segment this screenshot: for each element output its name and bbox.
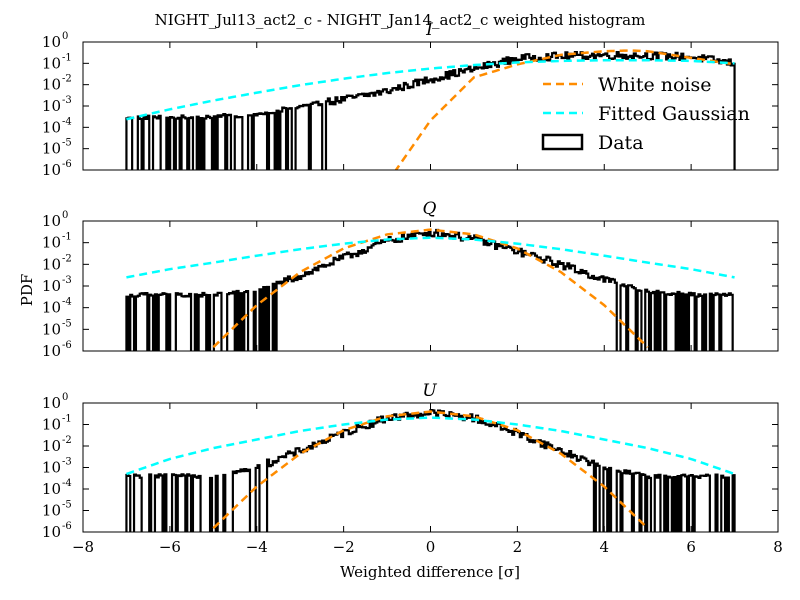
y-tick-exponent: -2 bbox=[62, 253, 72, 264]
x-tick-label: 2 bbox=[513, 538, 523, 556]
fitted-gaussian-line bbox=[126, 236, 735, 279]
x-tick-label: −8 bbox=[72, 538, 94, 556]
y-tick-exponent: -1 bbox=[62, 232, 72, 243]
white-noise-line bbox=[212, 228, 649, 349]
y-tick-label: 10 bbox=[42, 54, 61, 72]
x-tick-label: 0 bbox=[426, 538, 436, 556]
y-tick-exponent: -2 bbox=[62, 74, 72, 85]
legend-label: Fitted Gaussian bbox=[598, 103, 750, 125]
y-tick-exponent: 0 bbox=[62, 392, 68, 403]
x-tick-label: 4 bbox=[599, 538, 609, 556]
fitted-gaussian-line bbox=[126, 416, 735, 476]
y-tick-exponent: -4 bbox=[62, 478, 72, 489]
x-tick-label: −4 bbox=[246, 538, 268, 556]
y-tick-exponent: -5 bbox=[62, 500, 72, 511]
y-tick-label: 10 bbox=[42, 140, 61, 158]
y-tick-exponent: -6 bbox=[62, 521, 72, 532]
y-tick-label: 10 bbox=[42, 255, 61, 273]
y-tick-label: 10 bbox=[42, 118, 61, 136]
x-tick-label: −6 bbox=[159, 538, 181, 556]
x-tick-label: 8 bbox=[773, 538, 783, 556]
data-histogram-line bbox=[125, 228, 734, 351]
y-tick-exponent: -6 bbox=[62, 159, 72, 170]
y-tick-label: 10 bbox=[42, 161, 61, 179]
panel-title: I bbox=[425, 20, 433, 40]
panel-title: U bbox=[422, 381, 437, 401]
fitted-gaussian-line bbox=[126, 58, 735, 121]
legend-label: White noise bbox=[598, 74, 712, 96]
data-histogram-line bbox=[125, 51, 736, 170]
y-tick-label: 10 bbox=[42, 299, 61, 317]
y-tick-label: 10 bbox=[42, 76, 61, 94]
legend-label: Data bbox=[598, 132, 644, 154]
y-tick-exponent: -3 bbox=[62, 95, 72, 106]
y-tick-label: 10 bbox=[42, 523, 61, 541]
y-axis-label: PDF bbox=[18, 274, 36, 307]
x-tick-label: 6 bbox=[686, 538, 696, 556]
x-tick-label: −2 bbox=[333, 538, 355, 556]
white-noise-line bbox=[394, 49, 735, 170]
y-tick-label: 10 bbox=[42, 394, 61, 412]
figure-title: NIGHT_Jul13_act2_c - NIGHT_Jan14_act2_c … bbox=[155, 11, 646, 29]
y-tick-label: 10 bbox=[42, 277, 61, 295]
y-tick-exponent: -4 bbox=[62, 116, 72, 127]
y-tick-label: 10 bbox=[42, 480, 61, 498]
y-tick-exponent: -3 bbox=[62, 275, 72, 286]
y-tick-label: 10 bbox=[42, 459, 61, 477]
y-tick-label: 10 bbox=[42, 97, 61, 115]
y-tick-exponent: -6 bbox=[62, 340, 72, 351]
y-tick-label: 10 bbox=[42, 212, 61, 230]
y-tick-exponent: -2 bbox=[62, 435, 72, 446]
legend-swatch-data bbox=[541, 133, 584, 151]
y-tick-exponent: 0 bbox=[62, 31, 68, 42]
y-tick-label: 10 bbox=[42, 502, 61, 520]
plot-area bbox=[125, 409, 736, 532]
axes-frame bbox=[82, 220, 779, 352]
white-noise-line bbox=[212, 410, 649, 530]
y-tick-exponent: -1 bbox=[62, 52, 72, 63]
y-tick-label: 10 bbox=[42, 234, 61, 252]
y-tick-label: 10 bbox=[42, 320, 61, 338]
y-tick-label: 10 bbox=[42, 342, 61, 360]
y-tick-exponent: -4 bbox=[62, 297, 72, 308]
x-axis-label: Weighted difference [σ] bbox=[340, 563, 520, 581]
y-tick-exponent: -5 bbox=[62, 318, 72, 329]
y-tick-exponent: -3 bbox=[62, 457, 72, 468]
y-tick-label: 10 bbox=[42, 33, 61, 51]
y-tick-exponent: 0 bbox=[62, 210, 68, 221]
plot-area bbox=[125, 228, 735, 351]
panel-title: Q bbox=[423, 199, 437, 219]
y-tick-label: 10 bbox=[42, 437, 61, 455]
y-tick-exponent: -1 bbox=[62, 414, 72, 425]
y-tick-exponent: -5 bbox=[62, 138, 72, 149]
plot-area bbox=[125, 49, 736, 170]
y-tick-label: 10 bbox=[42, 416, 61, 434]
legend: White noise Fitted Gaussian Data bbox=[541, 74, 750, 154]
